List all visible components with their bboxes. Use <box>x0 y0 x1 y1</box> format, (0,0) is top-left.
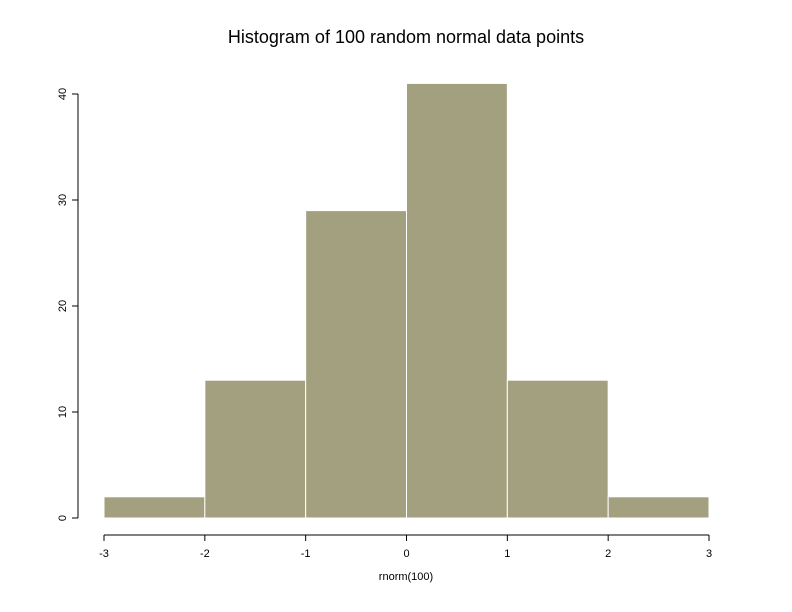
y-tick-label: 30 <box>57 194 69 206</box>
y-tick-label: 0 <box>57 515 69 521</box>
y-tick-label: 20 <box>57 300 69 312</box>
x-tick-label: -2 <box>200 548 210 560</box>
chart-title: Histogram of 100 random normal data poin… <box>228 27 584 47</box>
x-tick-label: -1 <box>301 548 311 560</box>
y-tick-label: 10 <box>57 406 69 418</box>
y-tick-label: 40 <box>57 88 69 100</box>
bar <box>103 496 206 519</box>
x-tick-label: 2 <box>605 548 611 560</box>
bar <box>607 496 710 519</box>
x-tick-label: -3 <box>99 548 109 560</box>
bar <box>406 82 508 519</box>
bar <box>506 379 609 519</box>
x-tick-label: 1 <box>504 548 510 560</box>
x-axis-label: rnorm(100) <box>379 571 433 583</box>
x-tick-label: 3 <box>706 548 712 560</box>
bar <box>305 210 407 519</box>
x-tick-label: 0 <box>403 548 409 560</box>
bar <box>204 379 307 519</box>
